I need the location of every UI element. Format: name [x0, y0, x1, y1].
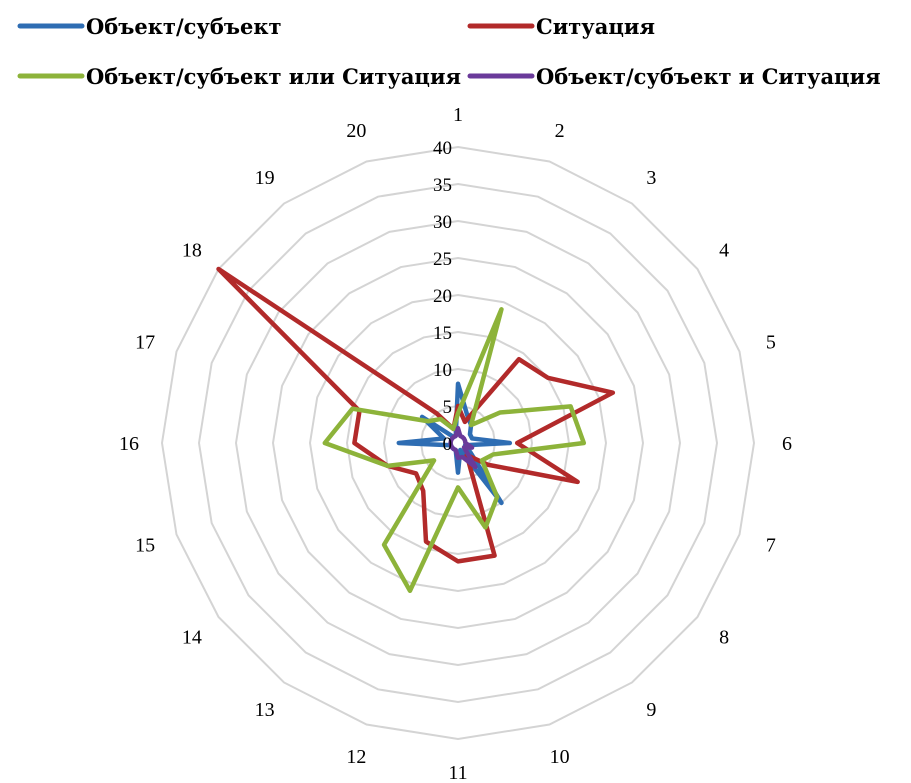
series-line-3 [322, 307, 587, 594]
tick-label: 10 [433, 360, 452, 381]
category-label: 16 [119, 433, 139, 455]
legend-label: Объект/субъект или Ситуация [86, 64, 461, 89]
category-label: 15 [135, 535, 155, 557]
category-label: 3 [646, 167, 656, 189]
category-label: 4 [719, 240, 729, 262]
category-label: 5 [766, 331, 776, 353]
tick-label: 5 [443, 397, 453, 418]
category-label: 7 [766, 535, 776, 557]
tick-label: 20 [433, 286, 452, 307]
series-line-4 [448, 425, 478, 470]
grid-ring [419, 404, 497, 482]
category-label: 13 [255, 699, 275, 721]
series-line-2 [216, 266, 616, 564]
category-label: 19 [255, 167, 275, 189]
legend-label: Ситуация [536, 14, 655, 39]
radial-tick-labels: 0 5 10 15 20 25 30 35 40 [433, 138, 452, 455]
category-label: 10 [550, 746, 570, 768]
tick-label: 15 [433, 323, 452, 344]
grid-ring [382, 367, 534, 519]
category-label: 12 [346, 746, 366, 768]
category-label: 2 [555, 120, 565, 142]
category-label: 8 [719, 626, 729, 648]
category-label: 18 [182, 240, 202, 262]
category-label: 9 [646, 699, 656, 721]
tick-label: 0 [443, 434, 453, 455]
series-line-1 [396, 381, 513, 506]
legend-item: Объект/субъект или Ситуация [17, 64, 461, 89]
legend: Объект/субъект Ситуация Объект/субъект или… [17, 14, 881, 89]
category-label: 14 [182, 626, 202, 648]
tick-label: 30 [433, 212, 452, 233]
tick-label: 40 [433, 138, 452, 159]
series-layer [216, 266, 616, 594]
grid-ring [345, 330, 571, 556]
tick-label: 35 [433, 175, 452, 196]
category-label: 11 [448, 762, 467, 783]
category-label: 17 [135, 331, 155, 353]
category-label: 6 [782, 433, 792, 455]
tick-label: 25 [433, 249, 452, 270]
legend-item: Ситуация [467, 14, 655, 39]
grid-ring [197, 182, 719, 704]
legend-label: Объект/субъект и Ситуация [536, 64, 881, 89]
legend-label: Объект/субъект [86, 14, 282, 39]
category-label: 1 [453, 104, 463, 126]
category-label: 20 [346, 120, 366, 142]
grid-ring [308, 293, 608, 593]
legend-item: Объект/субъект [17, 14, 282, 39]
legend-item: Объект/субъект и Ситуация [467, 64, 881, 89]
grid-ring [160, 145, 756, 741]
grid-ring [234, 219, 682, 667]
radar-grid [160, 145, 756, 741]
